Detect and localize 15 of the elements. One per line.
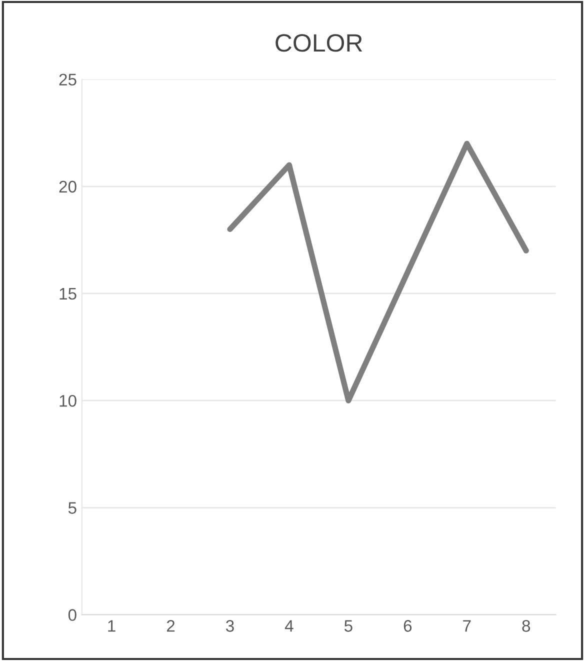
y-tick-label: 15 (60, 288, 76, 300)
y-tick-label: 10 (60, 394, 76, 407)
x-tick-label: 4 (284, 620, 294, 632)
x-tick-label: 6 (404, 620, 412, 632)
x-tick-label: 7 (463, 620, 471, 632)
x-tick-label: 2 (166, 620, 175, 632)
chart-title: COLOR (276, 34, 362, 52)
y-tick-label: 5 (68, 502, 76, 514)
y-tick-label: 25 (59, 74, 76, 86)
y-tick-label: 0 (68, 609, 76, 621)
x-tick-label: 3 (226, 620, 234, 632)
x-tick-label: 8 (522, 620, 530, 632)
x-tick-label: 1 (108, 620, 116, 632)
x-tick-label: 5 (344, 620, 352, 632)
y-tick-label: 20 (59, 180, 76, 193)
